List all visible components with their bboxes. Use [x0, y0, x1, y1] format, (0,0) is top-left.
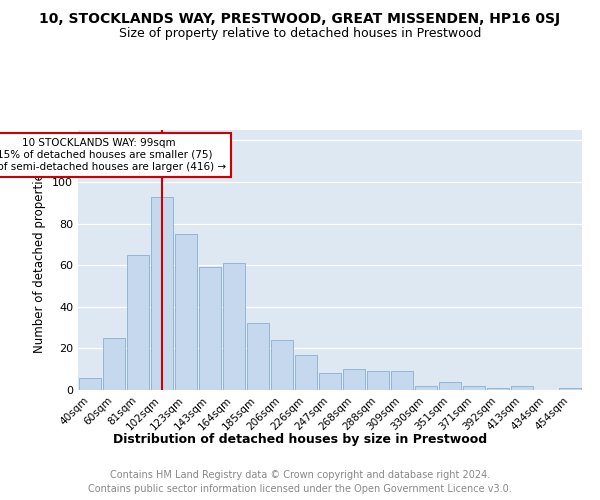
Bar	[343, 369, 365, 390]
Bar	[559, 388, 581, 390]
Y-axis label: Number of detached properties: Number of detached properties	[34, 167, 46, 353]
Bar	[319, 374, 341, 390]
Text: Contains HM Land Registry data © Crown copyright and database right 2024.
Contai: Contains HM Land Registry data © Crown c…	[88, 470, 512, 494]
Text: 10, STOCKLANDS WAY, PRESTWOOD, GREAT MISSENDEN, HP16 0SJ: 10, STOCKLANDS WAY, PRESTWOOD, GREAT MIS…	[40, 12, 560, 26]
Bar	[127, 255, 149, 390]
Bar	[271, 340, 293, 390]
Bar	[367, 372, 389, 390]
Text: Distribution of detached houses by size in Prestwood: Distribution of detached houses by size …	[113, 432, 487, 446]
Bar	[103, 338, 125, 390]
Bar	[295, 354, 317, 390]
Bar	[151, 196, 173, 390]
Bar	[415, 386, 437, 390]
Bar	[223, 263, 245, 390]
Bar	[247, 324, 269, 390]
Bar	[511, 386, 533, 390]
Bar	[79, 378, 101, 390]
Bar	[199, 268, 221, 390]
Bar	[175, 234, 197, 390]
Bar	[391, 372, 413, 390]
Bar	[439, 382, 461, 390]
Bar	[487, 388, 509, 390]
Text: Size of property relative to detached houses in Prestwood: Size of property relative to detached ho…	[119, 28, 481, 40]
Bar	[463, 386, 485, 390]
Text: 10 STOCKLANDS WAY: 99sqm
← 15% of detached houses are smaller (75)
84% of semi-d: 10 STOCKLANDS WAY: 99sqm ← 15% of detach…	[0, 138, 226, 172]
